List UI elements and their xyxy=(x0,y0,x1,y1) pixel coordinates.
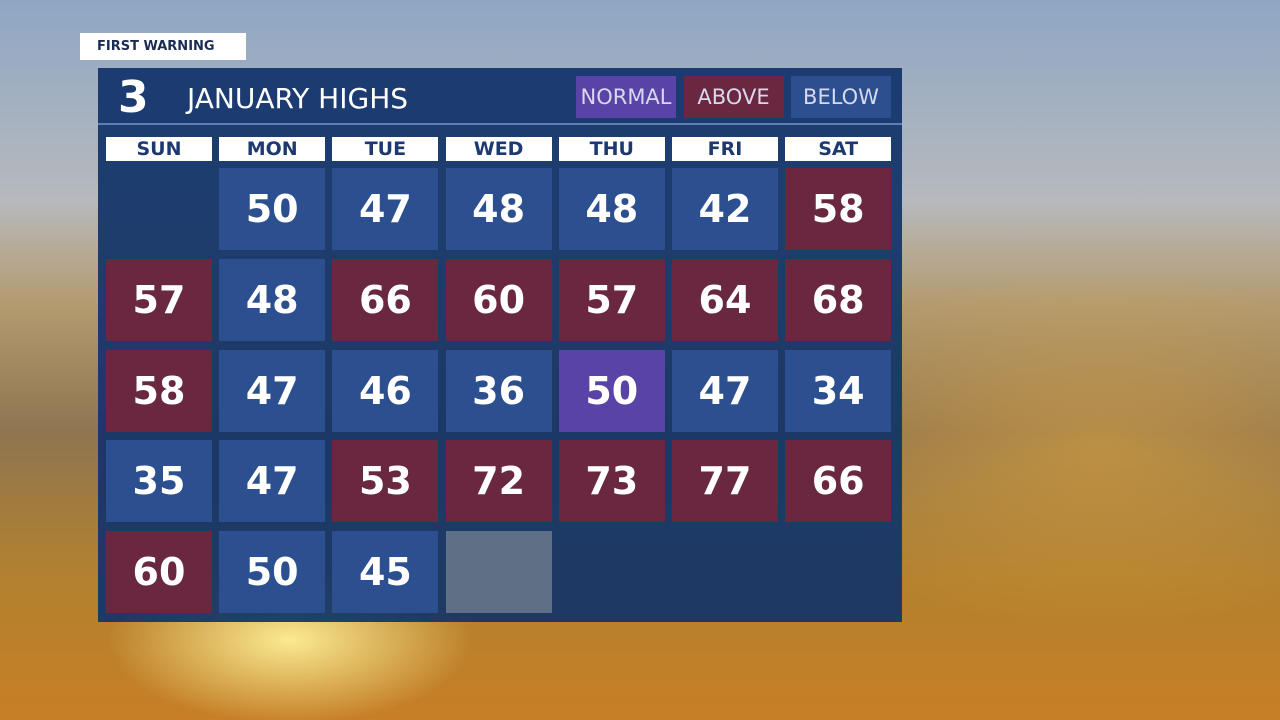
day-cell: 58 xyxy=(106,349,212,432)
day-cell: 73 xyxy=(558,440,665,523)
day-cell: 47 xyxy=(672,349,778,432)
day-header: FRI xyxy=(672,137,778,161)
day-cell: 77 xyxy=(672,440,778,523)
day-cell: 50 xyxy=(219,531,326,614)
day-header: SUN xyxy=(106,137,212,161)
legend-item: ABOVE xyxy=(683,76,784,118)
placeholder-cell xyxy=(445,531,552,614)
day-cell: 42 xyxy=(672,168,778,250)
day-cell: 57 xyxy=(558,258,665,341)
day-cell: 66 xyxy=(332,258,439,341)
day-cell: 48 xyxy=(558,168,665,250)
title: JANUARY HIGHS xyxy=(187,82,409,115)
day-cell: 47 xyxy=(332,168,439,250)
day-header: WED xyxy=(445,137,552,161)
day-cell: 35 xyxy=(106,440,212,523)
day-cell: 47 xyxy=(219,440,326,523)
day-cell: 58 xyxy=(785,168,892,250)
day-header: TUE xyxy=(332,137,439,161)
day-cell: 50 xyxy=(219,168,326,250)
day-cell: 48 xyxy=(219,258,326,341)
day-cell: 45 xyxy=(332,531,439,614)
day-cell: 47 xyxy=(219,349,326,432)
day-cell: 46 xyxy=(332,349,439,432)
day-header: THU xyxy=(558,137,665,161)
day-cell: 60 xyxy=(106,531,212,614)
day-cell: 68 xyxy=(785,258,892,341)
day-cell: 60 xyxy=(445,258,552,341)
day-cell: 34 xyxy=(785,349,892,432)
day-header: SAT xyxy=(785,137,892,161)
day-cell: 53 xyxy=(332,440,439,523)
day-cell: 48 xyxy=(445,168,552,250)
logo: 3 xyxy=(118,72,149,123)
day-cell: 50 xyxy=(558,349,665,432)
badge: FIRST WARNING xyxy=(80,33,246,60)
legend-item: BELOW xyxy=(791,76,891,118)
day-cell: 66 xyxy=(785,440,892,523)
day-cell: 72 xyxy=(445,440,552,523)
day-cell: 36 xyxy=(445,349,552,432)
legend-item: NORMAL xyxy=(576,76,676,118)
day-cell: 57 xyxy=(106,258,212,341)
day-header: MON xyxy=(219,137,326,161)
day-cell: 64 xyxy=(672,258,778,341)
